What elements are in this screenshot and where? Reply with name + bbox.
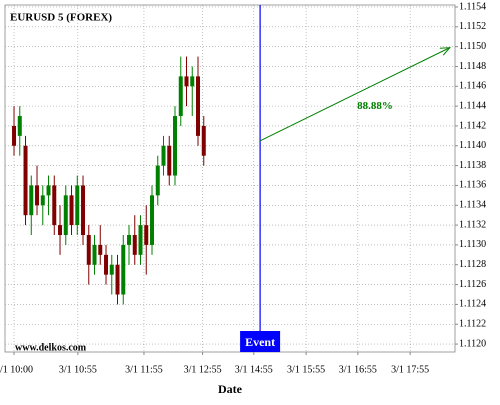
plot-frame xyxy=(4,4,456,353)
candle-body xyxy=(115,264,120,295)
event-label-box xyxy=(240,331,281,352)
candle-body xyxy=(17,116,22,136)
arrow-label: 88.88% xyxy=(357,100,393,112)
candle-body xyxy=(98,244,103,255)
candle-body xyxy=(184,76,189,87)
x-tick-label: 3/1 11:55 xyxy=(125,364,163,375)
candle-body xyxy=(190,76,195,87)
candle-body xyxy=(52,185,57,226)
y-tick-label: 1.1148 xyxy=(459,61,486,72)
candle-body xyxy=(161,145,166,166)
candle-body xyxy=(196,76,201,136)
candle-body xyxy=(138,225,143,255)
candle-body xyxy=(92,244,97,265)
x-tick-label: 3/1 16:55 xyxy=(339,364,377,375)
y-tick-label: 1.1122 xyxy=(459,319,486,330)
candle-body xyxy=(75,185,80,226)
candle-body xyxy=(12,125,17,146)
y-tick-label: 1.1136 xyxy=(459,180,486,191)
x-tick-label: 3/1 10:55 xyxy=(59,364,97,375)
candle-body xyxy=(201,125,206,156)
candle-body xyxy=(23,145,28,216)
y-tick-label: 1.1142 xyxy=(459,120,486,131)
candle-body xyxy=(29,185,34,216)
candle-body xyxy=(86,235,91,265)
candle-body xyxy=(144,225,149,245)
x-tick-label: 3/1 17:55 xyxy=(391,364,429,375)
candle-body xyxy=(127,235,132,245)
candle-body xyxy=(178,76,183,117)
y-tick-label: 1.1146 xyxy=(459,81,486,92)
candle-body xyxy=(35,185,40,206)
event-label: Event xyxy=(245,335,275,349)
y-tick-label: 1.1124 xyxy=(459,299,486,310)
y-tick-label: 1.1128 xyxy=(459,259,486,270)
y-tick-label: 1.1144 xyxy=(459,100,486,111)
y-tick-label: 1.1152 xyxy=(459,21,486,32)
candle-body xyxy=(81,185,86,236)
y-tick-label: 1.1132 xyxy=(459,219,486,230)
candle-body xyxy=(58,225,63,236)
x-tick-label: 3/1 12:55 xyxy=(184,364,222,375)
candle-body xyxy=(150,195,155,245)
candle-body xyxy=(167,145,172,176)
candle-body xyxy=(69,195,74,226)
candle-body xyxy=(132,235,137,255)
y-tick-label: 1.1120 xyxy=(459,338,486,349)
candle-body xyxy=(173,116,178,176)
candle-body xyxy=(46,185,51,196)
y-tick-label: 1.1150 xyxy=(459,41,486,52)
y-tick-label: 1.1134 xyxy=(459,200,486,211)
x-axis-label: Date xyxy=(218,382,243,396)
x-tick-label: 3/1 15:55 xyxy=(287,364,325,375)
y-tick-label: 1.1126 xyxy=(459,279,486,290)
y-tick-label: 1.1138 xyxy=(459,160,486,171)
y-tick-label: 1.1140 xyxy=(459,140,486,151)
candle-body xyxy=(121,244,126,295)
candle-body xyxy=(40,195,45,206)
x-tick-label: 3/1 10:00 xyxy=(0,364,33,375)
candle-body xyxy=(155,165,160,196)
arrow-head xyxy=(439,47,451,56)
watermark: www.delkos.com xyxy=(15,342,87,353)
candle-body xyxy=(109,264,114,275)
x-tick-label: 3/1 14:55 xyxy=(235,364,273,375)
chart-title: EURUSD 5 (FOREX) xyxy=(10,12,112,24)
arrow-line xyxy=(259,47,451,142)
y-tick-label: 1.1130 xyxy=(459,239,486,250)
y-tick-label: 1.1154 xyxy=(459,1,486,12)
candle-body xyxy=(104,254,109,275)
candle-body xyxy=(63,195,68,236)
